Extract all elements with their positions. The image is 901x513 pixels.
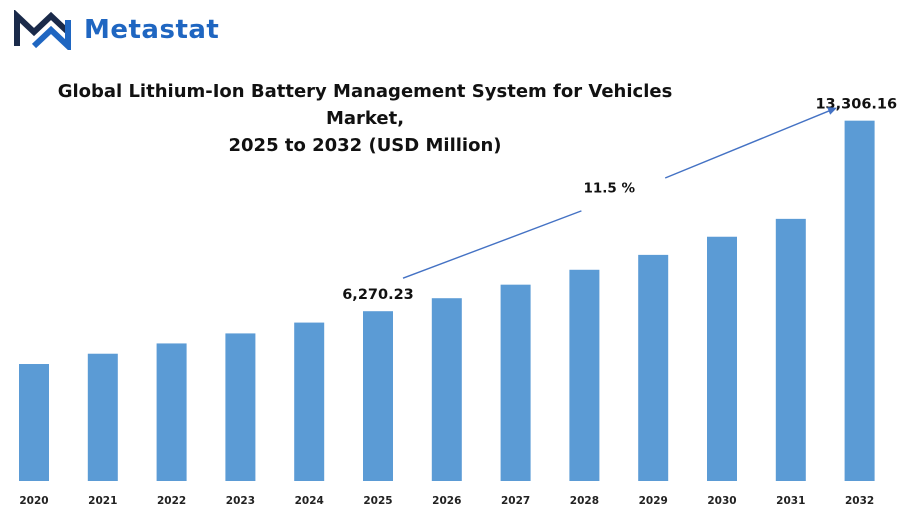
x-tick-2025: 2025 <box>363 495 392 507</box>
x-tick-2020: 2020 <box>19 495 48 507</box>
x-tick-2021: 2021 <box>88 495 117 507</box>
bar-2032 <box>844 120 875 482</box>
bar-2025 <box>363 311 393 481</box>
bar-2024 <box>294 322 325 481</box>
bar-2028 <box>569 269 600 481</box>
brand-logo: Metastat <box>14 8 219 52</box>
x-tick-2030: 2030 <box>707 495 736 507</box>
x-tick-2028: 2028 <box>570 495 599 507</box>
x-tick-2027: 2027 <box>501 495 530 507</box>
bar-2020 <box>19 364 49 481</box>
brand-name: Metastat <box>84 15 220 45</box>
growth-arrow-head <box>827 107 838 115</box>
x-tick-2023: 2023 <box>226 495 255 507</box>
bar-2027 <box>500 284 531 481</box>
x-tick-2024: 2024 <box>295 495 324 507</box>
bar-2026 <box>431 298 462 481</box>
growth-arrow-line-right <box>664 110 830 179</box>
x-tick-2029: 2029 <box>639 495 668 507</box>
bar-2021 <box>87 353 118 481</box>
cagr-label: 11.5 % <box>584 180 636 196</box>
bar-2029 <box>638 254 669 481</box>
bar-2022 <box>156 343 187 481</box>
x-tick-2031: 2031 <box>776 495 805 507</box>
x-tick-2026: 2026 <box>432 495 461 507</box>
x-tick-2032: 2032 <box>845 495 874 507</box>
bar-2031 <box>775 218 806 481</box>
x-tick-2022: 2022 <box>157 495 186 507</box>
bar-2023 <box>225 333 256 481</box>
metastat-logo-icon <box>14 10 71 50</box>
growth-arrow-line-left <box>402 210 582 279</box>
data-label-2032: 13,306.16 <box>815 97 897 113</box>
data-label-2025: 6,270.23 <box>342 287 414 303</box>
chart-title-line-1: Global Lithium-Ion Battery Management Sy… <box>57 81 673 129</box>
bar-2030 <box>707 236 737 481</box>
chart-title: Global Lithium-Ion Battery Management Sy… <box>20 78 710 159</box>
chart-title-line-2: 2025 to 2032 (USD Million) <box>228 135 502 156</box>
